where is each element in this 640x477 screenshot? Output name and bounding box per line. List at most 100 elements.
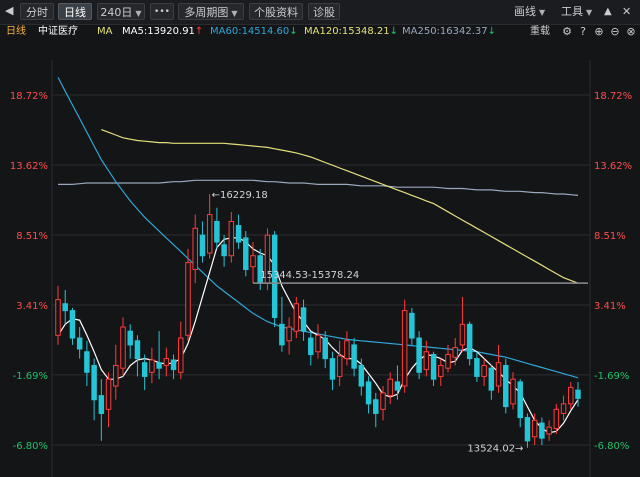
y-tick-label-right: 8.51% bbox=[594, 231, 626, 242]
draw-line-button[interactable]: 画线 ▼ bbox=[514, 4, 545, 20]
candle bbox=[214, 207, 220, 249]
stock-info-button[interactable]: 个股资料 bbox=[249, 3, 303, 20]
candle bbox=[459, 296, 466, 352]
candle bbox=[120, 317, 126, 377]
candle bbox=[380, 386, 386, 421]
candle bbox=[539, 417, 545, 445]
candle bbox=[322, 331, 328, 369]
candle bbox=[445, 344, 451, 373]
candle bbox=[206, 194, 213, 259]
tools-label: 工具 bbox=[561, 5, 583, 18]
chevron-down-icon: ▼ bbox=[539, 8, 546, 17]
candle bbox=[149, 347, 155, 384]
candle bbox=[84, 340, 90, 387]
y-tick-label-right: -1.69% bbox=[594, 371, 629, 382]
ma5-arrow-icon: ↑ bbox=[194, 26, 204, 37]
candle bbox=[127, 324, 133, 359]
candles bbox=[55, 194, 581, 448]
ma120-text: MA120:15348.21 bbox=[304, 26, 390, 37]
candle bbox=[235, 214, 242, 249]
candle bbox=[517, 379, 523, 428]
candle bbox=[466, 321, 473, 366]
index-name: 中证医疗 bbox=[38, 26, 78, 37]
candle bbox=[575, 381, 581, 407]
candle bbox=[134, 335, 141, 377]
candle bbox=[250, 242, 256, 284]
candle bbox=[113, 344, 119, 400]
candle bbox=[488, 365, 495, 400]
candle bbox=[394, 365, 401, 400]
candle bbox=[170, 354, 177, 380]
candle bbox=[503, 358, 509, 414]
ma250-line bbox=[58, 179, 579, 196]
candle bbox=[293, 296, 300, 339]
more-button[interactable]: ••• bbox=[150, 3, 174, 20]
back-arrow-icon[interactable]: ◀ bbox=[5, 4, 14, 17]
candle bbox=[416, 331, 422, 380]
candle bbox=[423, 340, 430, 377]
help-icon[interactable]: ? bbox=[580, 25, 586, 38]
tab-daily[interactable]: 日线 bbox=[58, 3, 92, 20]
up-arrow-icon[interactable]: ▲ bbox=[604, 6, 612, 17]
candle bbox=[481, 358, 487, 387]
candle bbox=[495, 344, 502, 393]
multi-period-button[interactable]: 多周期图 ▼ bbox=[178, 3, 244, 20]
candle bbox=[141, 354, 148, 391]
multi-period-label: 多周期图 bbox=[184, 6, 229, 19]
settings-icon[interactable]: ⚙ bbox=[562, 25, 572, 38]
candle bbox=[344, 331, 350, 366]
candle bbox=[228, 211, 235, 263]
candle bbox=[524, 413, 531, 448]
ma250-text: MA250:16342.37 bbox=[402, 26, 488, 37]
ma250-value: MA250:16342.37↓ bbox=[402, 24, 496, 40]
period-select[interactable]: 240日 ▼ bbox=[97, 3, 145, 20]
tab-intraday[interactable]: 分时 bbox=[20, 3, 54, 20]
ma-info-bar: 日线 中证医疗 MA MA5:13920.91↑ MA60:14514.60↓ … bbox=[0, 24, 640, 40]
y-tick-label-left: -1.69% bbox=[13, 371, 48, 382]
y-tick-label-left: 13.62% bbox=[10, 161, 48, 172]
y-tick-label-left: -6.80% bbox=[13, 441, 48, 452]
candle bbox=[308, 331, 314, 366]
candle bbox=[531, 413, 538, 445]
close-panel-icon[interactable]: ⊗ bbox=[626, 25, 636, 38]
y-axis-left: 18.72% 13.62% 8.51% 3.41% -1.69% -6.80% bbox=[10, 91, 48, 452]
candle bbox=[336, 340, 343, 387]
y-axis-right: 18.72% 13.62% 8.51% 3.41% -1.69% -6.80% bbox=[594, 91, 632, 452]
close-icon[interactable]: ✕ bbox=[622, 5, 632, 18]
candle bbox=[279, 296, 285, 352]
candle bbox=[329, 351, 336, 391]
ma250-arrow-icon: ↓ bbox=[487, 26, 497, 37]
candle bbox=[69, 307, 76, 345]
candle bbox=[546, 420, 552, 441]
candle bbox=[286, 317, 292, 355]
remove-icon[interactable]: ⊖ bbox=[610, 25, 620, 38]
grid-lines bbox=[51, 60, 591, 477]
y-tick-label-left: 3.41% bbox=[16, 301, 48, 312]
ma60-arrow-icon: ↓ bbox=[289, 26, 298, 37]
ma5-value: MA5:13920.91↑ bbox=[122, 24, 203, 40]
period-label: 日线 bbox=[6, 26, 26, 37]
chevron-down-icon: ▼ bbox=[231, 9, 238, 18]
ma60-value: MA60:14514.60↓ bbox=[210, 24, 298, 40]
chevron-down-icon: ▼ bbox=[586, 8, 593, 17]
y-tick-label-left: 18.72% bbox=[10, 91, 48, 102]
y-tick-label-right: -6.80% bbox=[594, 441, 629, 452]
ma-label: MA bbox=[97, 26, 113, 37]
tools-button[interactable]: 工具 ▼ bbox=[561, 4, 592, 20]
candlestick-chart[interactable]: 18.72% 13.62% 8.51% 3.41% -1.69% -6.80% 18.72… bbox=[0, 40, 640, 477]
ma60-text: MA60:14514.60 bbox=[210, 26, 290, 37]
y-tick-label-left: 8.51% bbox=[16, 231, 48, 242]
ma120-arrow-icon: ↓ bbox=[389, 26, 399, 37]
candle bbox=[163, 347, 170, 377]
candle bbox=[409, 307, 415, 345]
y-tick-label-right: 3.41% bbox=[594, 301, 626, 312]
diagnose-button[interactable]: 诊股 bbox=[308, 3, 340, 20]
adjust-label[interactable]: 重载 bbox=[530, 26, 550, 37]
add-icon[interactable]: ⊕ bbox=[594, 25, 604, 38]
top-toolbar: ◀ 分时 日线 240日 ▼ ••• 多周期图 ▼ 个股资料 诊股 画线 ▼ 工具 ▼ … bbox=[0, 0, 640, 25]
ma120-line bbox=[101, 129, 579, 284]
candle bbox=[243, 231, 249, 277]
ma5-text: MA5:13920.91 bbox=[122, 26, 195, 37]
chevron-down-icon: ▼ bbox=[135, 9, 142, 18]
y-tick-label-right: 18.72% bbox=[594, 91, 632, 102]
